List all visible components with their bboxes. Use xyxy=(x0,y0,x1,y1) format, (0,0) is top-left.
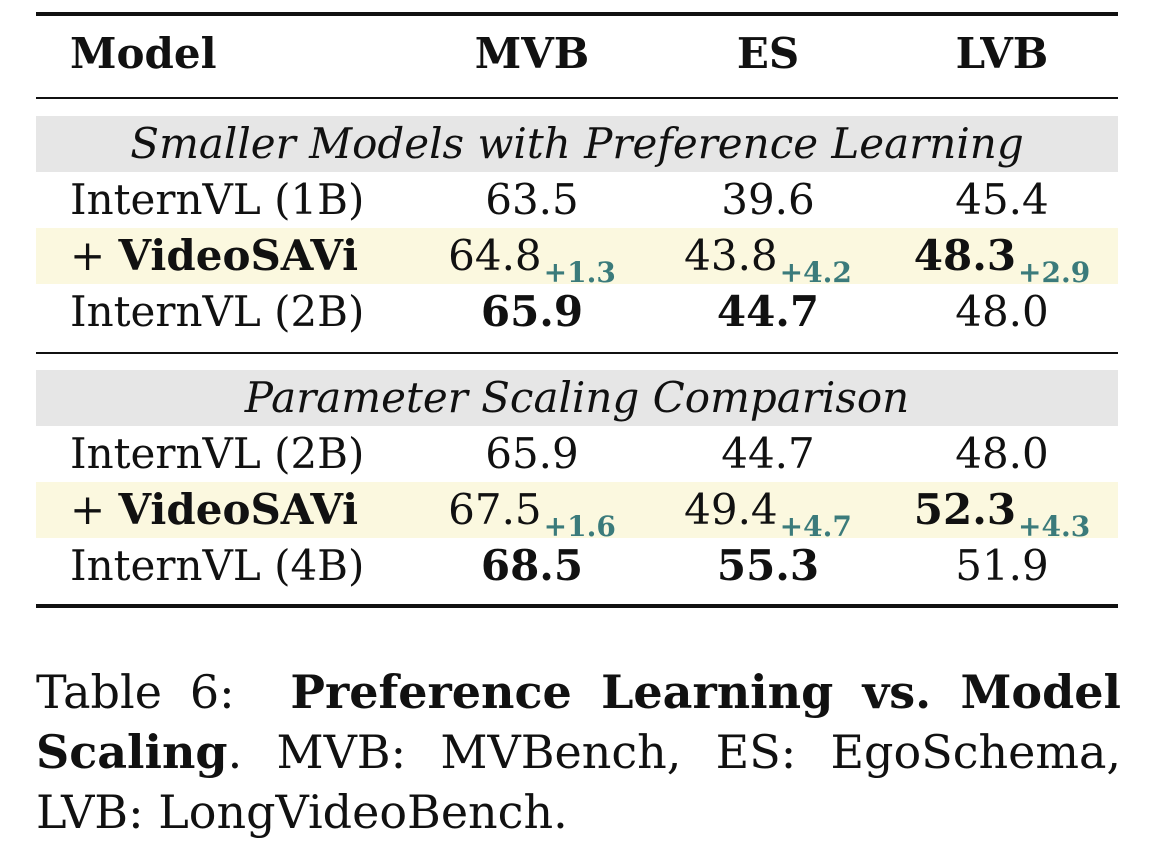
section-title: Parameter Scaling Comparison xyxy=(36,370,1118,426)
score-value: 49.4 xyxy=(684,485,778,534)
caption-text: . MVB: MVBench, ES: EgoSchema, LVB: Long… xyxy=(36,725,1121,839)
model-name: InternVL (1B) xyxy=(70,175,365,224)
header-row: Model MVB ES LVB xyxy=(36,26,1118,82)
header-es: ES xyxy=(736,29,800,78)
table-caption: Table 6: Preference Learning vs. Model S… xyxy=(36,662,1121,842)
mvb-cell: 63.5 xyxy=(412,172,652,228)
mvb-cell: 68.5 xyxy=(412,538,652,594)
score-value: 45.4 xyxy=(955,175,1049,224)
score-delta: +2.9 xyxy=(1018,256,1091,289)
lvb-cell: 48.0 xyxy=(882,284,1122,340)
model-name: VideoSAVi xyxy=(118,485,359,534)
model-name: InternVL (4B) xyxy=(70,541,365,590)
score-value: 67.5 xyxy=(448,485,542,534)
model-cell: InternVL (1B) xyxy=(70,172,364,228)
header-mvb: MVB xyxy=(474,29,590,78)
table-row: InternVL (4B) 68.5 55.3 51.9 xyxy=(36,538,1118,594)
model-name: InternVL (2B) xyxy=(70,429,365,478)
score-value: 52.3 xyxy=(913,485,1017,534)
table-row: InternVL (2B) 65.9 44.7 48.0 xyxy=(36,426,1118,482)
section-rule xyxy=(36,352,1118,354)
model-cell: InternVL (2B) xyxy=(70,284,364,340)
es-cell: 44.7 xyxy=(648,426,888,482)
mvb-cell: 65.9 xyxy=(412,426,652,482)
table-row: + VideoSAVi 67.5+1.6 49.4+4.7 52.3+4.3 xyxy=(36,482,1118,543)
score-delta: +1.6 xyxy=(543,510,616,543)
es-cell: 49.4+4.7 xyxy=(648,482,888,543)
es-cell: 44.7 xyxy=(648,284,888,340)
score-delta: +4.2 xyxy=(779,256,852,289)
section-title: Smaller Models with Preference Learning xyxy=(36,116,1118,172)
es-cell: 43.8+4.2 xyxy=(648,228,888,289)
model-name: InternVL (2B) xyxy=(70,287,365,336)
model-cell: InternVL (2B) xyxy=(70,426,364,482)
score-value: 48.3 xyxy=(913,231,1017,280)
table-row: + VideoSAVi 64.8+1.3 43.8+4.2 48.3+2.9 xyxy=(36,228,1118,289)
score-value: 64.8 xyxy=(448,231,542,280)
model-cell: InternVL (4B) xyxy=(70,538,364,594)
table-row: InternVL (1B) 63.5 39.6 45.4 xyxy=(36,172,1118,228)
lvb-cell: 51.9 xyxy=(882,538,1122,594)
mvb-cell: 65.9 xyxy=(412,284,652,340)
score-delta: +4.3 xyxy=(1018,510,1091,543)
model-prefix: + xyxy=(70,485,119,534)
model-name: VideoSAVi xyxy=(118,231,359,280)
header-lvb: LVB xyxy=(955,29,1049,78)
score-value: 68.5 xyxy=(480,541,584,590)
mvb-cell: 64.8+1.3 xyxy=(412,228,652,289)
model-prefix: + xyxy=(70,231,119,280)
model-cell: + VideoSAVi xyxy=(70,482,358,538)
score-value: 51.9 xyxy=(955,541,1049,590)
lvb-cell: 48.3+2.9 xyxy=(882,228,1122,289)
score-delta: +4.7 xyxy=(779,510,852,543)
caption-title: Preference Learning vs. Model Scaling xyxy=(36,665,1121,779)
caption-label: Table 6: xyxy=(36,665,235,719)
score-value: 55.3 xyxy=(716,541,820,590)
es-cell: 55.3 xyxy=(648,538,888,594)
score-value: 48.0 xyxy=(955,287,1049,336)
table-row: InternVL (2B) 65.9 44.7 48.0 xyxy=(36,284,1118,340)
score-value: 44.7 xyxy=(721,429,815,478)
model-cell: + VideoSAVi xyxy=(70,228,358,284)
score-value: 65.9 xyxy=(485,429,579,478)
lvb-cell: 45.4 xyxy=(882,172,1122,228)
top-rule xyxy=(36,12,1118,16)
header-model: Model xyxy=(70,29,217,78)
score-value: 44.7 xyxy=(716,287,820,336)
es-cell: 39.6 xyxy=(648,172,888,228)
lvb-cell: 52.3+4.3 xyxy=(882,482,1122,543)
score-value: 39.6 xyxy=(721,175,815,224)
header-rule xyxy=(36,97,1118,99)
score-value: 43.8 xyxy=(684,231,778,280)
score-value: 63.5 xyxy=(485,175,579,224)
score-value: 48.0 xyxy=(955,429,1049,478)
lvb-cell: 48.0 xyxy=(882,426,1122,482)
bottom-rule xyxy=(36,604,1118,608)
score-delta: +1.3 xyxy=(543,256,616,289)
mvb-cell: 67.5+1.6 xyxy=(412,482,652,543)
score-value: 65.9 xyxy=(480,287,584,336)
